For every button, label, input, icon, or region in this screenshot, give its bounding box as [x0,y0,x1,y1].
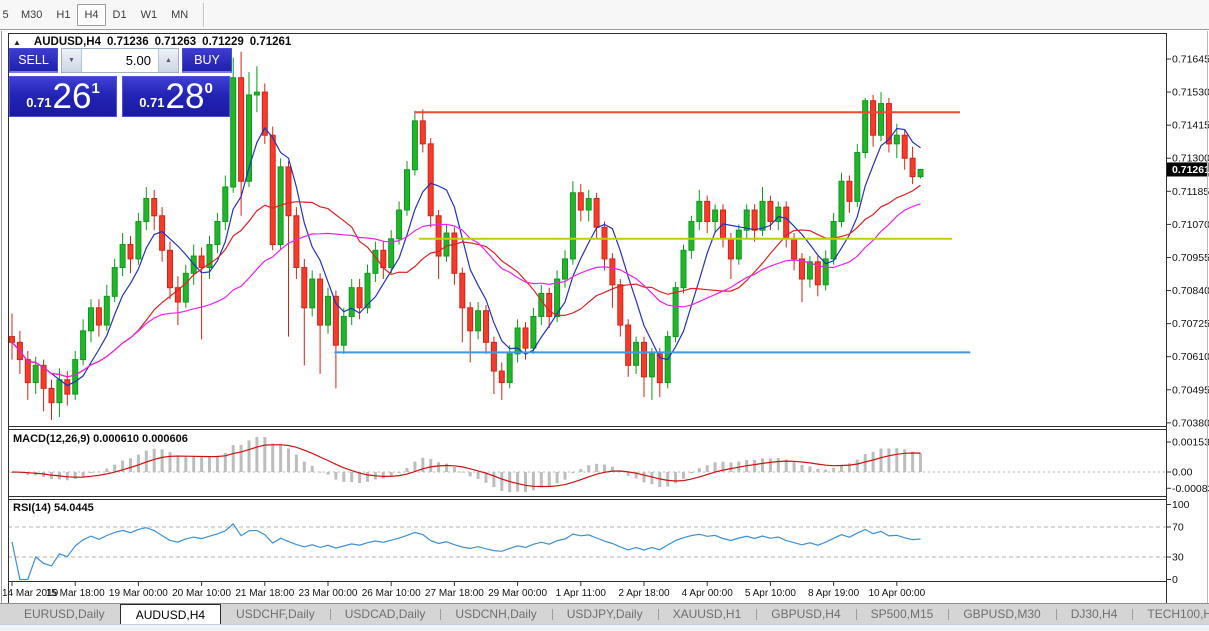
toolbar-separator [203,2,206,27]
timeframe-button-h4[interactable]: H4 [77,3,106,26]
svg-text:23 Mar 00:00: 23 Mar 00:00 [299,588,358,599]
moving-average-medium [11,184,921,378]
svg-text:5 Apr 10:00: 5 Apr 10:00 [745,588,797,599]
ohlc-high: 0.71263 [154,36,197,48]
chart-title: ▲ AUDUSD,H4 0.71236 0.71263 0.71229 0.71… [13,36,291,48]
macd-indicator-label: MACD(12,26,9) 0.000610 0.000606 [13,433,188,445]
rsi-line [11,522,921,581]
svg-text:0.71070: 0.71070 [1172,219,1209,231]
panel-borders [1,31,1208,631]
chart-tab[interactable]: TECH100,H1 [1132,604,1209,624]
svg-text:26 Mar 10:00: 26 Mar 10:00 [362,588,421,599]
timeframe-button-m30[interactable]: M30 [21,8,43,21]
svg-text:0.70725: 0.70725 [1172,318,1209,330]
chart-tab[interactable]: USDCHF,Daily [236,607,315,621]
svg-text:14 Mar 2019: 14 Mar 2019 [2,588,59,599]
chart-tab[interactable]: DJ30,H4 [1055,604,1133,624]
svg-text:70: 70 [1172,522,1184,534]
current-price-marker [1166,162,1209,177]
svg-text:0.70955: 0.70955 [1172,252,1209,264]
sell-price-pipette: 1 [91,80,100,97]
svg-text:2 Apr 18:00: 2 Apr 18:00 [618,588,670,599]
svg-text:29 Mar 00:00: 29 Mar 00:00 [488,588,547,599]
svg-text:0.71261: 0.71261 [1172,164,1209,176]
buy-price-prefix: 0.71 [139,95,165,110]
macd-signal-line [11,444,921,488]
svg-text:0.70610: 0.70610 [1172,351,1209,363]
chart-tab[interactable]: GBPUSD,H4 [756,604,855,624]
svg-text:0.70840: 0.70840 [1172,285,1209,297]
buy-price-big-digits: 28 [165,77,205,116]
chart-symbol-label: AUDUSD,H4 [33,36,102,48]
timeframe-button-w1[interactable]: W1 [140,8,158,21]
svg-text:0.70495: 0.70495 [1172,384,1209,396]
price-axis[interactable]: 0.71645 0.71530 0.71415 0.71300 0.71185 0.710… [1166,54,1209,587]
svg-text:0.71645: 0.71645 [1172,54,1209,66]
timeframe-button-d1[interactable]: D1 [112,8,127,21]
svg-text:100: 100 [1172,499,1190,511]
sell-price-prefix: 0.71 [26,95,52,110]
macd-histogram [10,436,922,493]
ohlc-open: 0.71236 [107,36,149,48]
chart-tab[interactable]: USDCAD,Daily [329,604,441,624]
chart-tab[interactable]: SP500,M15 [855,604,949,624]
svg-text:8 Apr 19:00: 8 Apr 19:00 [808,588,860,599]
buy-button[interactable]: BUY [182,48,232,73]
svg-text:0: 0 [1172,574,1178,586]
buy-price-button[interactable]: 0.71 28 0 [122,76,230,117]
svg-text:0.71415: 0.71415 [1172,120,1209,132]
volume-input[interactable]: 5.00 [125,53,151,68]
volume-increase-button[interactable]: ▲ [158,49,178,72]
sell-price-big-digits: 26 [52,77,92,116]
sell-price-button[interactable]: 0.71 26 1 [9,76,117,117]
svg-text:1 Apr 11:00: 1 Apr 11:00 [556,588,607,599]
chart-tab[interactable]: XAUUSD,H1 [657,604,757,624]
collapse-triangle-icon[interactable]: ▲ [13,37,21,47]
svg-text:10 Apr 00:00: 10 Apr 00:00 [868,588,925,599]
buy-price-pipette: 0 [204,80,213,97]
chart-tab[interactable]: USDJPY,Daily [551,604,658,624]
svg-text:30: 30 [1172,552,1184,564]
status-bar [0,624,1209,631]
chart-tab-bar: EURUSD,Daily AUDUSD,H4 USDCHF,Daily USDCAD,… [0,603,1209,624]
svg-text:0.70380: 0.70380 [1172,417,1209,429]
svg-text:20 Mar 10:00: 20 Mar 10:00 [172,588,231,599]
timeframe-toolbar: 5 M30 H1 H4 D1 W1 MN [0,0,1209,30]
ohlc-close: 0.71261 [249,36,292,48]
chart-tab[interactable]: USDCNH,Daily [440,604,551,624]
volume-spinner: ▼ 5.00 ▲ [61,48,179,73]
moving-average-fast [11,126,921,387]
timeframe-button-5[interactable]: 5 [2,8,9,21]
moving-average-slow [11,203,921,378]
ohlc-low: 0.71229 [202,36,244,48]
svg-text:19 Mar 00:00: 19 Mar 00:00 [109,588,168,599]
timeframe-button-mn[interactable]: MN [171,8,189,21]
svg-text:0.71530: 0.71530 [1172,87,1209,99]
svg-text:4 Apr 00:00: 4 Apr 00:00 [682,588,734,599]
svg-text:-0.000835: -0.000835 [1172,483,1209,495]
sell-button[interactable]: SELL [9,48,58,73]
chart-tab-active[interactable]: AUDUSD,H4 [119,604,222,624]
svg-text:0.71185: 0.71185 [1172,186,1209,198]
one-click-trade-panel: SELL ▼ 5.00 ▲ BUY 0.71 26 1 0.71 28 0 [9,48,232,117]
svg-text:27 Mar 18:00: 27 Mar 18:00 [425,588,484,599]
chart-tab[interactable]: GBPUSD,M30 [948,604,1055,624]
volume-decrease-button[interactable]: ▼ [62,49,82,72]
svg-text:15 Mar 18:00: 15 Mar 18:00 [46,588,105,599]
svg-text:0.71300: 0.71300 [1172,153,1209,165]
svg-text:0.00: 0.00 [1172,467,1193,479]
guide-lines [8,471,1166,558]
candlestick-series [9,51,924,421]
rsi-indicator-label: RSI(14) 54.0445 [13,502,94,514]
chart-tab[interactable]: EURUSD,Daily [24,607,105,621]
timeframe-button-h1[interactable]: H1 [56,8,71,21]
svg-text:0.001538: 0.001538 [1172,437,1209,449]
svg-text:21 Mar 18:00: 21 Mar 18:00 [235,588,294,599]
